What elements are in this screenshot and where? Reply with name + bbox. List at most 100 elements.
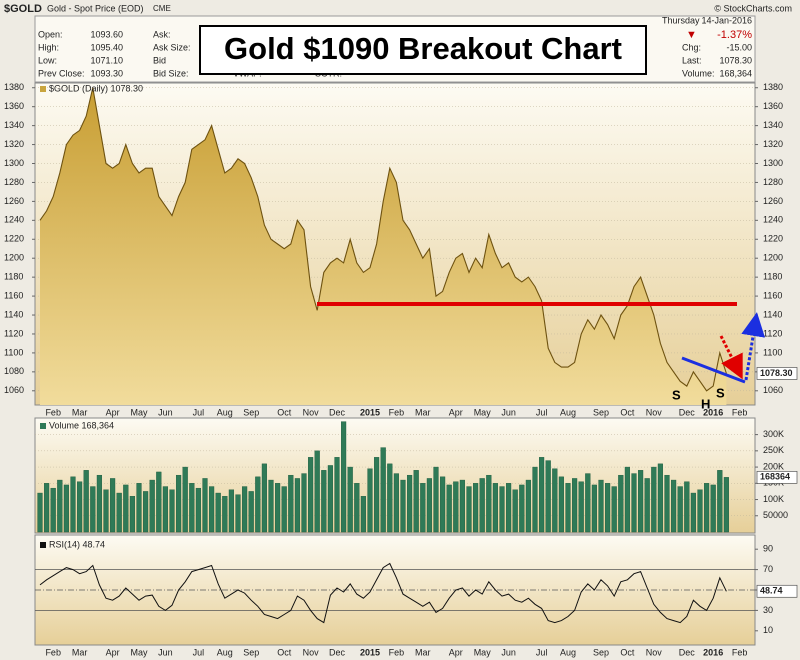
x-tick-label: Sep	[593, 647, 609, 657]
x-tick-label: May	[474, 647, 492, 657]
volume-bar	[611, 486, 617, 533]
volume-bar	[657, 463, 664, 533]
volume-bar	[453, 481, 459, 533]
volume-bar	[572, 478, 578, 533]
volume-bar	[37, 492, 43, 533]
quote-label: Open:	[38, 29, 63, 39]
x-tick-label: Jun	[158, 647, 173, 657]
x-tick-label: Feb	[732, 647, 748, 657]
y-tick-label: 250K	[763, 445, 784, 455]
y-tick-label: 1320	[4, 139, 24, 149]
quote-label: Low:	[38, 55, 57, 65]
volume-bar	[552, 468, 558, 533]
volume-bar	[142, 491, 149, 533]
volume-bar	[116, 492, 122, 533]
y-tick-label: 1300	[763, 158, 783, 168]
order-field: Ask:	[153, 29, 171, 39]
y-tick-label: 1240	[763, 215, 783, 225]
x-tick-label: Mar	[72, 647, 88, 657]
volume-bar	[446, 484, 452, 533]
volume-bar	[83, 470, 89, 533]
y-tick-label: 50000	[763, 510, 788, 520]
x-tick-label: Dec	[329, 647, 346, 657]
volume-bar	[63, 484, 70, 533]
x-tick-label: 2015	[360, 647, 380, 657]
volume-bar	[512, 489, 518, 533]
volume-bar	[367, 468, 373, 533]
volume-bar	[664, 474, 670, 533]
volume-bar	[301, 473, 307, 533]
volume-bar	[334, 457, 340, 533]
x-tick-label: Feb	[45, 407, 61, 417]
y-tick-label: 1060	[4, 385, 24, 395]
legend-swatch	[40, 542, 46, 548]
volume-bar	[671, 479, 677, 533]
volume-bar	[241, 486, 248, 533]
legend-label: $GOLD (Daily) 1078.30	[49, 83, 143, 93]
volume-bar	[195, 487, 202, 533]
volume-bar	[136, 483, 142, 533]
volume-bar	[565, 483, 571, 533]
x-tick-label: Jul	[536, 647, 548, 657]
volume-bar	[360, 496, 367, 533]
x-tick-label: Aug	[560, 647, 576, 657]
volume-bar	[347, 466, 353, 533]
volume-bar	[354, 483, 360, 533]
volume-bar	[103, 489, 109, 533]
volume-bar	[426, 478, 433, 533]
volume-bar	[123, 484, 129, 533]
x-tick-label: Mar	[72, 407, 88, 417]
x-tick-label: Sep	[243, 647, 259, 657]
x-tick-label: Jul	[193, 647, 205, 657]
volume-bar	[327, 465, 334, 533]
volume-bar	[473, 483, 479, 533]
x-tick-label: Feb	[389, 647, 405, 657]
volume-bar	[624, 466, 631, 533]
summary-label: Volume:	[682, 68, 715, 78]
volume-bar	[96, 474, 103, 533]
y-tick-label: 100K	[763, 494, 784, 504]
quote-value: 1093.30	[90, 68, 123, 78]
y-tick-label: 1100	[4, 347, 23, 357]
y-tick-label: 30	[763, 605, 773, 615]
x-tick-label: Apr	[106, 647, 120, 657]
y-tick-label: 70	[763, 564, 773, 574]
y-tick-label: 1120	[763, 328, 782, 338]
last-value-box	[756, 470, 798, 484]
y-tick-label: 300K	[763, 429, 784, 439]
volume-bar	[723, 477, 730, 533]
volume-bar	[710, 484, 716, 533]
y-tick-label: 1080	[4, 366, 24, 376]
x-tick-label: Feb	[45, 647, 61, 657]
last-value-box	[756, 367, 798, 380]
down-arrow: ▼	[686, 29, 697, 41]
x-tick-label: Nov	[303, 407, 320, 417]
pullback-arrow	[719, 335, 743, 380]
change-pct: -1.37%	[717, 29, 752, 41]
y-tick-label: 10	[763, 625, 773, 635]
y-tick-label: 1300	[4, 158, 24, 168]
volume-bar	[156, 471, 162, 533]
volume-bar	[578, 481, 584, 533]
volume-bar	[684, 481, 690, 533]
summary-value: -15.00	[726, 42, 752, 52]
volume-bar	[70, 476, 76, 533]
volume-bar	[499, 486, 505, 533]
volume-bar	[162, 486, 169, 533]
volume-bar	[380, 447, 386, 533]
volume-bar	[281, 486, 287, 533]
volume-bar	[288, 474, 294, 533]
x-tick-label: Oct	[620, 647, 635, 657]
y-tick-label: 1120	[4, 328, 23, 338]
y-tick-label: 1360	[763, 101, 783, 111]
rsi-line	[39, 562, 727, 624]
y-tick-label: 1360	[4, 101, 24, 111]
legend-swatch	[40, 86, 46, 92]
y-tick-label: 1180	[4, 272, 23, 282]
volume-bar	[400, 479, 406, 533]
volume-bar	[605, 483, 611, 533]
volume-bar	[374, 457, 380, 533]
y-tick-label: 1160	[4, 290, 23, 300]
volume-bar	[704, 483, 710, 533]
